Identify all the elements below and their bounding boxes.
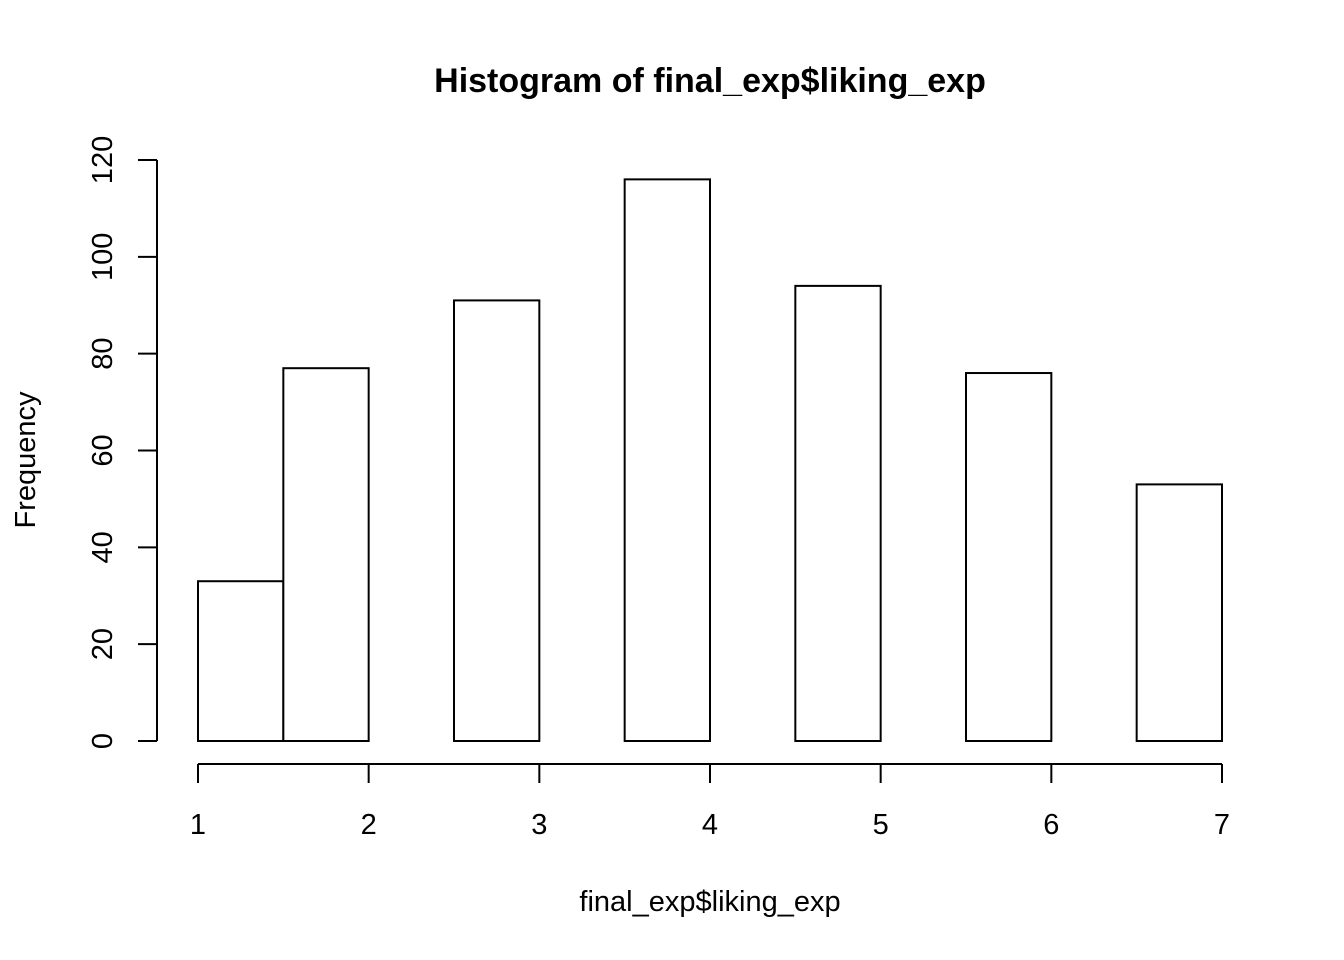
histogram-bar-2 <box>282 367 370 742</box>
histogram-bar-4 <box>453 299 541 742</box>
x-tick-label-4: 4 <box>702 809 718 841</box>
x-tick-label-6: 6 <box>1043 809 1059 841</box>
y-tick-label-80: 80 <box>87 338 119 370</box>
y-tick-label-20: 20 <box>87 628 119 660</box>
x-tick-label-3: 3 <box>531 809 547 841</box>
x-tick-label-5: 5 <box>873 809 889 841</box>
histogram-bar-10 <box>965 372 1053 742</box>
y-tick-label-40: 40 <box>87 531 119 563</box>
x-axis-label: final_exp$liking_exp <box>579 886 840 918</box>
x-tick-label-7: 7 <box>1214 809 1230 841</box>
x-tick-label-2: 2 <box>361 809 377 841</box>
histogram-bar-6 <box>623 178 712 743</box>
bars-group <box>197 178 1223 743</box>
chart-title: Histogram of final_exp$liking_exp <box>434 62 986 100</box>
y-tick-label-120: 120 <box>87 136 119 184</box>
x-axis: 1 2 3 4 5 6 7 <box>190 763 1230 841</box>
x-tick-label-1: 1 <box>190 809 206 841</box>
y-axis-label: Frequency <box>10 391 42 529</box>
y-tick-label-100: 100 <box>87 233 119 281</box>
histogram-bar-1 <box>197 580 285 742</box>
y-tick-label-60: 60 <box>87 434 119 466</box>
histogram-bar-8 <box>794 284 882 742</box>
histogram-bar-12 <box>1135 483 1223 742</box>
y-tick-label-0: 0 <box>87 733 119 749</box>
y-axis: 0 20 40 60 80 100 120 <box>87 136 158 749</box>
